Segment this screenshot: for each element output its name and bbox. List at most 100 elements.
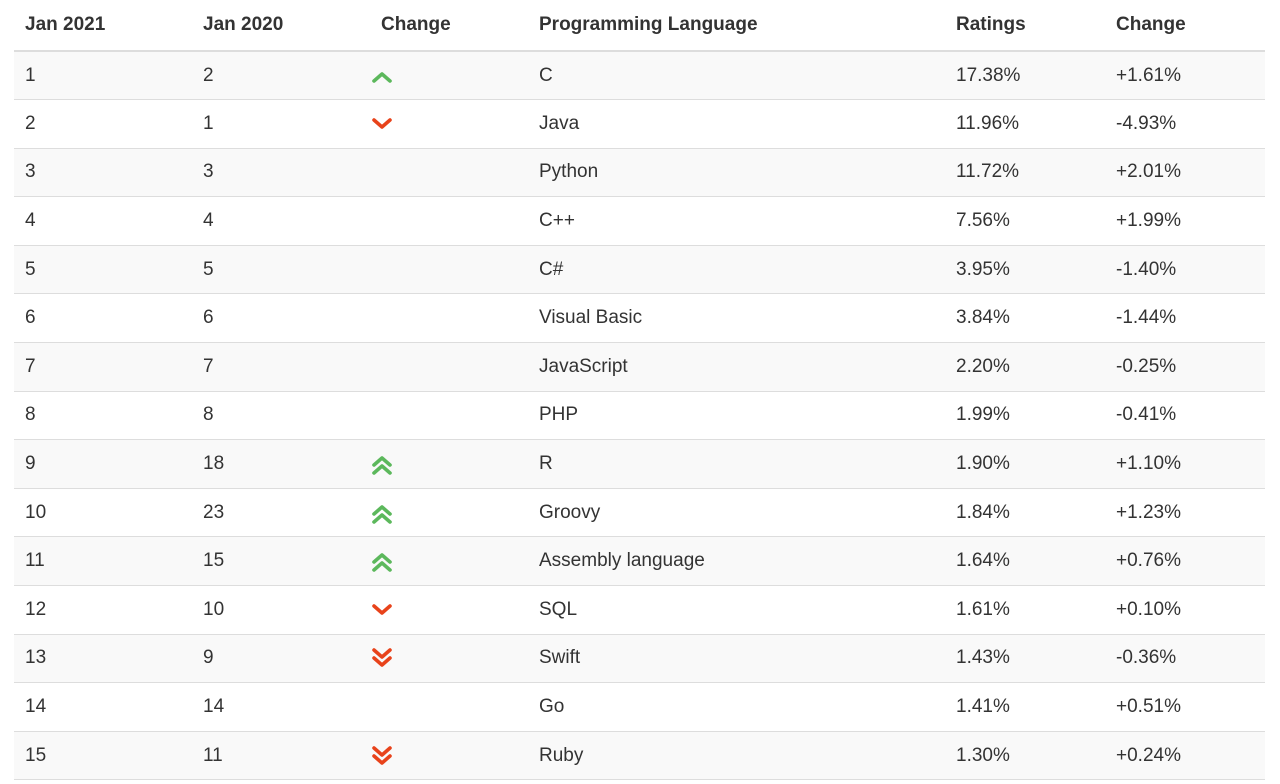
rank-2020-cell: 8: [192, 391, 370, 441]
no-change-indicator: [371, 209, 393, 233]
rating-change-cell: -1.44%: [1105, 293, 1265, 344]
rank-2020-cell: 3: [192, 148, 370, 198]
trend-cell: [370, 585, 528, 635]
rank-2020-cell: 15: [192, 536, 370, 587]
table-row: 3 3 Python 11.72% +2.01%: [14, 148, 1265, 198]
double-chevron-down-icon: [371, 646, 393, 670]
rank-2020-cell: 7: [192, 342, 370, 392]
header-ratings: Ratings: [945, 0, 1105, 52]
rank-2021-cell: 10: [14, 488, 192, 538]
rating-cell: 1.41%: [945, 682, 1105, 732]
rating-cell: 17.38%: [945, 51, 1105, 101]
table-header: Jan 2021 Jan 2020 Change Programming Lan…: [14, 0, 1265, 52]
table-row: 5 5 C# 3.95% -1.40%: [14, 245, 1265, 295]
rating-change-cell: +1.99%: [1105, 196, 1265, 246]
language-name-cell: Groovy: [528, 488, 945, 538]
no-change-indicator: [371, 403, 393, 427]
no-change-indicator: [371, 258, 393, 282]
table-row: 13 9 Swift 1.43% -0.36%: [14, 634, 1265, 684]
double-chevron-down-icon: [371, 744, 393, 768]
rating-change-cell: +0.10%: [1105, 585, 1265, 635]
table-row: 10 23 Groovy 1.84% +1.23%: [14, 488, 1265, 538]
trend-cell: [370, 682, 528, 732]
table-row: 4 4 C++ 7.56% +1.99%: [14, 196, 1265, 246]
rank-2020-cell: 14: [192, 682, 370, 732]
header-jan-2021: Jan 2021: [14, 0, 192, 52]
trend-cell: [370, 245, 528, 295]
no-change-indicator: [371, 355, 393, 379]
rank-2020-cell: 23: [192, 488, 370, 538]
rating-change-cell: +2.01%: [1105, 148, 1265, 198]
rank-2020-cell: 10: [192, 585, 370, 635]
rating-change-cell: -0.36%: [1105, 634, 1265, 684]
rating-change-cell: +1.23%: [1105, 488, 1265, 538]
rating-cell: 7.56%: [945, 196, 1105, 246]
rank-2020-cell: 4: [192, 196, 370, 246]
rank-2021-cell: 4: [14, 196, 192, 246]
rank-2021-cell: 9: [14, 439, 192, 489]
language-name-cell: SQL: [528, 585, 945, 635]
rating-change-cell: -0.41%: [1105, 391, 1265, 441]
rank-2021-cell: 3: [14, 148, 192, 198]
rating-change-cell: +1.61%: [1105, 51, 1265, 101]
rating-change-cell: +1.10%: [1105, 439, 1265, 489]
rating-change-cell: -4.93%: [1105, 99, 1265, 149]
trend-cell: [370, 196, 528, 246]
rating-cell: 2.20%: [945, 342, 1105, 392]
language-name-cell: C#: [528, 245, 945, 295]
language-name-cell: PHP: [528, 391, 945, 441]
rank-2021-cell: 5: [14, 245, 192, 295]
rating-change-cell: -1.40%: [1105, 245, 1265, 295]
rank-2021-cell: 11: [14, 536, 192, 587]
trend-cell: [370, 391, 528, 441]
rating-cell: 1.64%: [945, 536, 1105, 587]
rating-change-cell: -0.25%: [1105, 342, 1265, 392]
double-chevron-up-icon: [371, 452, 393, 476]
header-jan-2020: Jan 2020: [192, 0, 370, 52]
language-name-cell: C++: [528, 196, 945, 246]
rating-cell: 11.72%: [945, 148, 1105, 198]
table-row: 6 6 Visual Basic 3.84% -1.44%: [14, 293, 1265, 344]
language-name-cell: R: [528, 439, 945, 489]
table-row: 15 11 Ruby 1.30% +0.24%: [14, 731, 1265, 781]
rank-2021-cell: 14: [14, 682, 192, 732]
rank-2021-cell: 8: [14, 391, 192, 441]
language-name-cell: Visual Basic: [528, 293, 945, 344]
table-row: 14 14 Go 1.41% +0.51%: [14, 682, 1265, 732]
double-chevron-up-icon: [371, 501, 393, 525]
trend-cell: [370, 439, 528, 489]
table-row: 7 7 JavaScript 2.20% -0.25%: [14, 342, 1265, 392]
trend-cell: [370, 488, 528, 538]
rating-cell: 3.95%: [945, 245, 1105, 295]
table-body: 1 2 C 17.38% +1.61% 2 1 Java 11.96% -4.93% 3 3 Pytho…: [14, 51, 1265, 781]
language-name-cell: Java: [528, 99, 945, 149]
header-row: Jan 2021 Jan 2020 Change Programming Lan…: [14, 0, 1265, 52]
trend-cell: [370, 634, 528, 684]
rating-cell: 1.61%: [945, 585, 1105, 635]
no-change-indicator: [371, 695, 393, 719]
no-change-indicator: [371, 160, 393, 184]
rank-2020-cell: 2: [192, 51, 370, 101]
rating-cell: 1.99%: [945, 391, 1105, 441]
header-programming-language: Programming Language: [528, 0, 945, 52]
header-position-change: Change: [370, 0, 528, 52]
double-chevron-up-icon: [371, 549, 393, 573]
rank-2021-cell: 12: [14, 585, 192, 635]
rating-cell: 11.96%: [945, 99, 1105, 149]
ranking-table-container: Jan 2021 Jan 2020 Change Programming Lan…: [14, 0, 1265, 781]
rank-2020-cell: 18: [192, 439, 370, 489]
chevron-down-icon: [371, 598, 393, 622]
rating-cell: 1.43%: [945, 634, 1105, 684]
rank-2020-cell: 6: [192, 293, 370, 344]
rating-cell: 1.84%: [945, 488, 1105, 538]
rating-change-cell: +0.76%: [1105, 536, 1265, 587]
rating-change-cell: +0.51%: [1105, 682, 1265, 732]
language-name-cell: Python: [528, 148, 945, 198]
rating-cell: 1.90%: [945, 439, 1105, 489]
rating-cell: 3.84%: [945, 293, 1105, 344]
table-row: 8 8 PHP 1.99% -0.41%: [14, 391, 1265, 441]
rank-2021-cell: 7: [14, 342, 192, 392]
trend-cell: [370, 148, 528, 198]
language-name-cell: JavaScript: [528, 342, 945, 392]
table-row: 12 10 SQL 1.61% +0.10%: [14, 585, 1265, 635]
